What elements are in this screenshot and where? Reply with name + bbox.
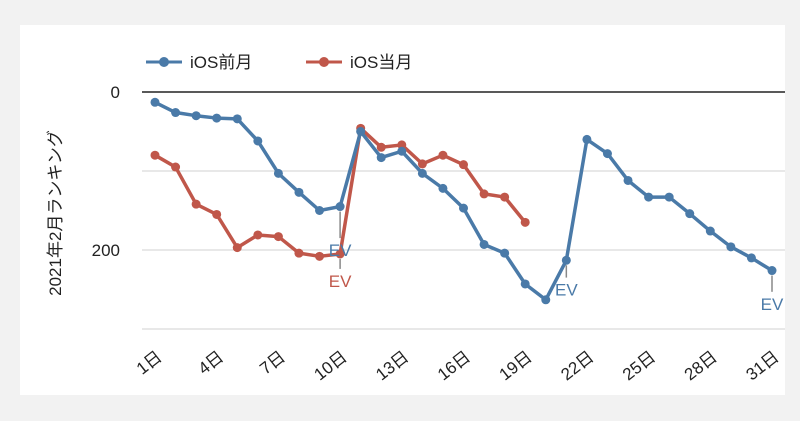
data-point [602,149,612,159]
data-point [212,209,222,219]
series-line [153,100,774,302]
data-point [417,159,427,169]
data-point [644,192,654,202]
annotation-label: EV [329,272,352,291]
legend-item: iOS前月 [146,53,252,72]
data-point [191,111,201,121]
data-point [253,136,263,146]
x-axis-ticks: 1日 4日 7日 10日 13日 16日 19日 22日 25日 28日 31日 [133,347,783,384]
data-point [520,279,530,289]
data-point [150,97,160,107]
data-point [582,134,592,144]
data-point [171,108,181,118]
annotation: EV [555,265,578,300]
legend-swatch-marker [159,57,169,67]
y-axis-ticks: 0 200 [92,83,120,260]
data-point [479,239,489,249]
data-point [273,232,283,242]
x-tick-label: 13日 [372,347,412,384]
data-point [171,162,181,172]
data-point [397,140,407,150]
data-point [417,168,427,178]
y-tick-label: 0 [111,83,120,102]
data-point [623,175,633,185]
chart-card: 0 200 1日 4日 7日 10日 13日 16日 19日 22日 25日 28日 31日 2021… [20,25,785,395]
legend-label: iOS当月 [350,53,412,72]
data-point [705,226,715,236]
data-point [335,202,345,212]
data-point [746,253,756,263]
y-axis-label: 2021年2月ランキング [46,130,65,296]
data-point [273,168,283,178]
data-point [767,266,777,276]
data-point [726,242,736,252]
data-point [232,114,242,124]
data-point [253,230,263,240]
data-point [500,248,510,258]
annotation-label: EV [555,281,578,300]
data-point [438,183,448,193]
legend: iOS前月 iOS当月 [146,53,412,72]
data-point [685,209,695,219]
data-point [356,127,366,136]
data-point [500,192,510,202]
x-tick-label: 1日 [133,347,166,378]
gridlines [142,91,785,330]
data-point [294,187,304,197]
annotation: EV [329,211,352,260]
data-point [315,206,325,215]
x-tick-label: 4日 [195,347,228,378]
x-tick-label: 7日 [256,347,289,378]
data-point [212,113,222,123]
data-point [438,150,448,160]
x-tick-label: 19日 [496,347,536,384]
series-group [150,97,777,305]
data-point [520,217,530,227]
x-tick-label: 16日 [434,347,474,384]
y-tick-label: 200 [92,241,120,260]
data-point [150,150,160,160]
annotations: EV EV EV EV [329,211,784,314]
data-point [315,251,325,261]
data-point [459,203,468,213]
annotation-label: EV [329,241,352,260]
data-point [397,146,407,156]
data-point [541,295,551,305]
data-point [479,189,489,199]
legend-swatch-marker [319,57,329,67]
annotation: EV [761,275,784,314]
annotation-label: EV [761,295,784,314]
data-point [191,199,201,209]
data-point [232,243,242,253]
annotation: EV [329,258,352,291]
x-tick-label: 22日 [557,347,597,384]
data-point [561,255,571,265]
series-iOS前月 [150,97,777,305]
data-point [294,248,304,258]
series-iOS当月 [150,123,530,261]
data-point [376,153,386,163]
x-tick-label: 10日 [311,347,351,384]
legend-item: iOS当月 [306,53,412,72]
x-tick-label: 28日 [681,347,721,384]
data-point [664,192,674,202]
legend-label: iOS前月 [190,53,252,72]
x-tick-label: 31日 [742,347,782,384]
x-tick-label: 25日 [619,347,659,384]
line-chart: 0 200 1日 4日 7日 10日 13日 16日 19日 22日 25日 28日 31日 2021… [46,53,785,384]
data-point [459,160,468,170]
data-point [335,249,345,259]
data-point [376,142,386,152]
